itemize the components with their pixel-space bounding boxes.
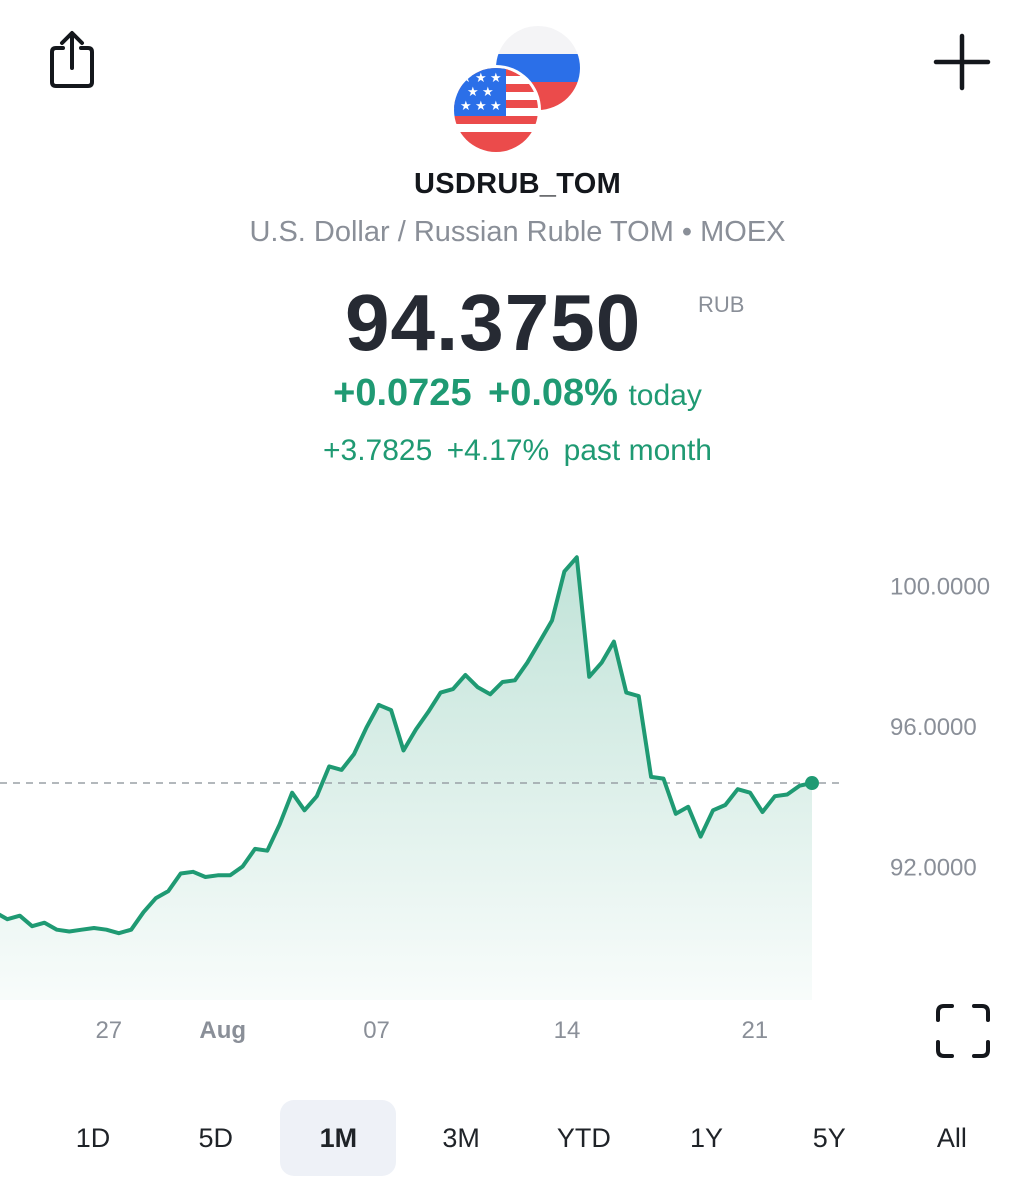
svg-text:★: ★ [475, 71, 487, 86]
x-axis-tick-label: Aug [199, 1017, 246, 1044]
today-change: +0.0725 +0.08% today [0, 372, 1035, 415]
time-range-selector: 1D 5D 1M 3M YTD 1Y 5Y All [35, 1100, 1010, 1176]
share-button[interactable] [42, 26, 106, 90]
x-axis-tick-label: 14 [554, 1017, 581, 1044]
y-axis-tick-label: 100.0000 [890, 573, 990, 600]
instrument-description: U.S. Dollar / Russian Ruble TOM • MOEX [249, 216, 786, 248]
y-axis-tick-label: 96.0000 [890, 714, 977, 741]
y-axis-tick-label: 92.0000 [890, 854, 977, 881]
range-button-1y[interactable]: 1Y [690, 1122, 724, 1153]
change-month-value: +3.7825 [323, 434, 433, 467]
ticker-symbol: USDRUB_TOM [413, 168, 622, 200]
x-axis-tick-label: 07 [363, 1017, 390, 1044]
svg-text:★: ★ [460, 99, 472, 114]
svg-text:★: ★ [482, 85, 494, 100]
price-chart[interactable]: 100.0000 96.0000 92.0000 27 Aug 07 14 21 [0, 480, 1035, 1060]
x-axis-tick-label: 21 [741, 1017, 768, 1044]
svg-text:★: ★ [475, 99, 487, 114]
last-price-marker [805, 776, 819, 791]
current-price: 94.3750 [345, 278, 642, 367]
fullscreen-icon [936, 1004, 990, 1058]
range-button-3m[interactable]: 3M [442, 1122, 480, 1153]
svg-text:★: ★ [490, 71, 502, 86]
currency-pair-flags: ★★★ ★★ ★★★ [448, 20, 588, 160]
range-button-1m[interactable]: 1M [280, 1100, 397, 1176]
share-icon [50, 31, 94, 88]
change-month-label: past month [563, 434, 712, 467]
change-today-percent: +0.08% [488, 372, 618, 414]
price-area-fill [0, 557, 812, 1000]
range-button-5y[interactable]: 5Y [812, 1122, 846, 1153]
fullscreen-button[interactable] [934, 1002, 992, 1060]
plus-icon [933, 33, 991, 91]
range-button-all[interactable]: All [936, 1122, 967, 1153]
price-row: 94.3750 RUB [0, 278, 1035, 368]
usd-rub-flags-icon: ★★★ ★★ ★★★ [451, 26, 580, 155]
svg-text:★: ★ [490, 99, 502, 114]
price-currency: RUB [698, 292, 745, 317]
range-button-5d[interactable]: 5D [198, 1122, 233, 1153]
svg-text:★: ★ [467, 85, 479, 100]
month-change: +3.7825 +4.17% past month [0, 434, 1035, 468]
change-month-percent: +4.17% [446, 434, 550, 467]
add-button[interactable] [930, 30, 994, 94]
range-button-ytd[interactable]: YTD [556, 1122, 611, 1153]
x-axis-tick-label: 27 [95, 1017, 122, 1044]
change-today-label: today [628, 379, 702, 412]
range-button-1d[interactable]: 1D [75, 1122, 111, 1153]
change-today-value: +0.0725 [333, 372, 472, 414]
price-line [0, 555, 814, 936]
